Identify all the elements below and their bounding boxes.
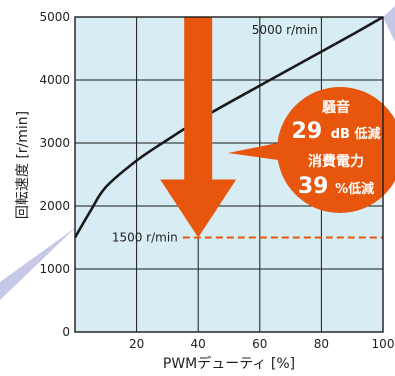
left-pointer-wedge	[0, 228, 75, 300]
y-tick-labels: 0 1000 2000 3000 4000 5000	[39, 10, 70, 339]
callout-tail	[228, 140, 292, 162]
plot-frame	[74, 16, 384, 333]
y-tick-label: 3000	[39, 136, 70, 150]
noise-unit: dB 低減	[331, 126, 381, 142]
x-tick-label: 60	[252, 337, 267, 351]
noise-reduction: 29 dB 低減	[292, 119, 381, 144]
speed-reduction-arrow	[160, 17, 237, 238]
power-reduction: 39 %低減	[298, 174, 374, 199]
reduction-callout: 騒音 29 dB 低減 消費電力 39 %低減	[228, 87, 395, 213]
noise-value: 29	[292, 119, 323, 144]
y-tick-label: 2000	[39, 199, 70, 213]
y-axis-label: 回転速度 [r/min]	[15, 111, 31, 219]
power-unit: %低減	[335, 181, 374, 197]
y-tick-label: 1000	[39, 262, 70, 276]
x-tick-labels: 20 40 60 80 100	[129, 337, 394, 351]
y-tick-label: 5000	[39, 10, 70, 24]
x-tick-label: 40	[191, 337, 206, 351]
noise-title: 騒音	[322, 99, 350, 116]
callout-bubble	[277, 87, 395, 213]
y-tick-label: 4000	[39, 73, 70, 87]
x-tick-label: 80	[314, 337, 329, 351]
max-speed-label: 5000 r/min	[252, 23, 318, 37]
power-value: 39	[298, 174, 329, 199]
rpm-curve	[75, 17, 383, 239]
reference-line-label: 1500 r/min	[112, 231, 178, 245]
power-title: 消費電力	[308, 153, 364, 170]
y-tick-label: 0	[62, 325, 70, 339]
top-right-pointer-wedge	[383, 6, 395, 42]
x-tick-label: 100	[372, 337, 395, 351]
x-tick-label: 20	[129, 337, 144, 351]
x-axis-label: PWMデューティ [%]	[163, 355, 295, 372]
